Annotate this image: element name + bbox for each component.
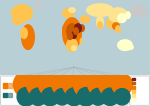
- Polygon shape: [79, 24, 85, 32]
- Bar: [132, 78, 135, 80]
- Bar: [8, 93, 12, 97]
- FancyBboxPatch shape: [20, 76, 32, 105]
- Polygon shape: [117, 39, 133, 51]
- Polygon shape: [66, 23, 78, 39]
- Bar: [132, 82, 135, 84]
- FancyBboxPatch shape: [92, 76, 104, 105]
- FancyBboxPatch shape: [130, 76, 149, 105]
- Polygon shape: [71, 31, 77, 39]
- Circle shape: [14, 72, 39, 97]
- Polygon shape: [62, 8, 74, 18]
- Circle shape: [74, 72, 99, 97]
- Circle shape: [41, 88, 59, 106]
- Polygon shape: [66, 38, 78, 52]
- Polygon shape: [71, 45, 77, 51]
- Polygon shape: [34, 1, 42, 9]
- Polygon shape: [62, 17, 82, 49]
- Bar: [132, 94, 135, 97]
- Circle shape: [54, 89, 70, 105]
- Bar: [132, 86, 135, 89]
- Bar: [132, 90, 135, 93]
- Circle shape: [112, 74, 132, 95]
- Circle shape: [99, 73, 122, 96]
- Polygon shape: [11, 4, 33, 22]
- Polygon shape: [80, 38, 82, 44]
- FancyBboxPatch shape: [1, 76, 19, 105]
- FancyBboxPatch shape: [68, 76, 80, 105]
- Polygon shape: [137, 9, 147, 17]
- FancyBboxPatch shape: [116, 76, 128, 105]
- Polygon shape: [74, 23, 82, 33]
- Polygon shape: [67, 32, 73, 40]
- Polygon shape: [117, 13, 127, 23]
- Circle shape: [88, 74, 108, 95]
- Circle shape: [102, 88, 119, 105]
- Polygon shape: [130, 4, 146, 16]
- Circle shape: [27, 73, 50, 96]
- Circle shape: [30, 88, 47, 105]
- Polygon shape: [12, 15, 24, 25]
- Polygon shape: [108, 7, 128, 23]
- Polygon shape: [126, 44, 134, 50]
- Polygon shape: [115, 25, 121, 33]
- Polygon shape: [97, 21, 103, 29]
- Circle shape: [39, 73, 62, 96]
- Polygon shape: [20, 27, 28, 39]
- Polygon shape: [80, 15, 90, 23]
- Polygon shape: [125, 11, 131, 19]
- Polygon shape: [73, 27, 79, 35]
- Polygon shape: [62, 23, 72, 35]
- Polygon shape: [96, 15, 104, 29]
- Circle shape: [114, 89, 130, 105]
- Circle shape: [90, 88, 106, 105]
- FancyBboxPatch shape: [80, 76, 92, 105]
- Bar: [3, 93, 6, 97]
- FancyBboxPatch shape: [56, 76, 68, 105]
- Circle shape: [17, 88, 35, 106]
- Polygon shape: [21, 24, 35, 50]
- Polygon shape: [68, 7, 76, 13]
- Circle shape: [63, 73, 86, 96]
- Circle shape: [65, 88, 83, 106]
- Polygon shape: [86, 3, 114, 17]
- Bar: [8, 83, 12, 88]
- Polygon shape: [112, 22, 120, 30]
- FancyBboxPatch shape: [44, 76, 56, 105]
- FancyBboxPatch shape: [32, 76, 44, 105]
- Bar: [132, 98, 135, 101]
- FancyBboxPatch shape: [104, 76, 116, 105]
- Circle shape: [77, 88, 95, 106]
- Bar: [3, 83, 6, 88]
- Polygon shape: [106, 17, 118, 29]
- Circle shape: [52, 74, 72, 95]
